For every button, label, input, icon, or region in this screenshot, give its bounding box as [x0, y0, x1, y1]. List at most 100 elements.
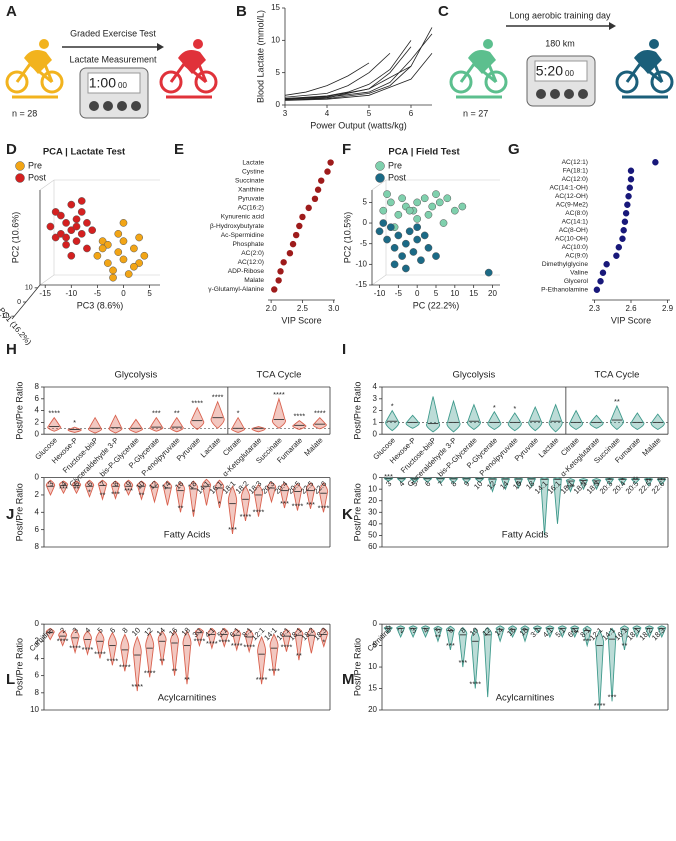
significance: **: [100, 490, 106, 499]
y-axis-label: Post/Pre Ratio: [352, 382, 362, 440]
y-tick-label: 3: [373, 394, 378, 403]
timer-button: [103, 101, 113, 111]
chart-title: PCA | Lactate Test: [43, 147, 126, 158]
cyclist-icon: [449, 70, 473, 94]
point: [417, 256, 425, 265]
panel-label: M: [342, 671, 355, 688]
cyclist-icon: [24, 50, 52, 74]
cyclist-icon: [634, 50, 662, 74]
x-tick-label: 0: [121, 289, 126, 298]
panel-label: L: [6, 671, 15, 688]
dot: [621, 218, 629, 225]
x-tick-label: 2.9: [662, 304, 674, 313]
timer-button: [550, 89, 560, 99]
timer-button: [536, 89, 546, 99]
significance: *: [493, 403, 496, 412]
dot: [622, 210, 630, 217]
y-tick-label: 4: [373, 382, 378, 391]
dot: [615, 244, 623, 251]
cyclist-icon: [615, 70, 639, 94]
violin: [483, 626, 493, 698]
point: [394, 231, 403, 240]
x-tick-label: -10: [374, 289, 386, 298]
point: [62, 219, 70, 227]
violin: [214, 479, 225, 509]
significance: ***: [384, 472, 393, 481]
violin: [306, 627, 316, 654]
violin: [70, 628, 80, 655]
violin: [318, 482, 329, 513]
significance: ****: [281, 643, 293, 652]
panel-label: I: [342, 341, 346, 358]
violin: [108, 414, 123, 434]
violin: [219, 627, 229, 648]
violin: [175, 481, 186, 513]
significance: ****: [119, 662, 131, 671]
category-label: AC(12-OH): [555, 193, 588, 200]
timer-button: [578, 89, 588, 99]
x-tick-label: 7: [98, 479, 107, 488]
dot: [613, 252, 620, 259]
panel-label: A: [6, 3, 17, 20]
significance: ***: [306, 500, 315, 509]
significance: **: [159, 656, 165, 665]
significance: **: [74, 484, 80, 493]
panel-label: J: [6, 506, 14, 523]
significance: ****: [253, 508, 265, 517]
timer-button: [89, 101, 99, 111]
violin: [312, 417, 327, 430]
x-tick-label: 5: [147, 289, 152, 298]
violin: [458, 626, 468, 668]
chart-title: PCA | Field Test: [388, 147, 460, 158]
significance: ***: [280, 499, 289, 508]
timer-small: 00: [565, 69, 574, 78]
cyclist-icon: [40, 70, 64, 94]
significance: **: [594, 480, 600, 489]
violin: [107, 631, 117, 666]
timer-button: [564, 89, 574, 99]
violin: [426, 396, 441, 433]
violin: [292, 483, 303, 511]
point: [62, 240, 70, 249]
x-axis-label: Power Output (watts/kg): [310, 120, 407, 130]
category-label: AC(12:0): [562, 176, 588, 183]
dot: [292, 231, 300, 239]
y-tick-label: 0: [363, 218, 368, 227]
point: [390, 243, 399, 252]
category-label: AC(8:0): [565, 210, 588, 217]
y-tick-label: 50: [368, 531, 377, 540]
category-label: AC(12:1): [562, 159, 588, 166]
point: [124, 270, 133, 278]
category-label: Succinate: [235, 177, 264, 184]
y-tick-label: 10: [368, 484, 377, 493]
violin: [227, 485, 238, 535]
x-tick-label: 12: [142, 626, 154, 638]
dot: [289, 240, 297, 248]
point: [119, 255, 128, 264]
panel-label: K: [342, 506, 353, 523]
x-axis-label: PC3 (8.6%): [77, 300, 124, 310]
dot: [327, 159, 334, 166]
point: [114, 229, 123, 238]
point: [72, 215, 81, 224]
category-label: AC(9-Me2): [556, 202, 588, 209]
x-tick-label: 6: [108, 626, 117, 635]
y-tick-label: 1: [373, 418, 378, 427]
violin: [630, 412, 645, 430]
y-tick-label: 2: [35, 636, 40, 645]
violin: [445, 625, 455, 650]
arrow: [157, 43, 164, 51]
violin: [58, 480, 69, 495]
y-tick-label: 40: [368, 519, 377, 528]
significance: ****: [240, 512, 252, 521]
category-label: γ-Glutamyl-Alanine: [208, 286, 264, 293]
y-tick-label: 15: [271, 3, 280, 12]
x-tick-label: -5: [94, 289, 102, 298]
y-tick-label: 60: [368, 542, 377, 551]
point: [390, 260, 399, 269]
legend-marker: [375, 161, 385, 171]
significance: ***: [583, 637, 592, 646]
violin: [207, 627, 217, 650]
category-label: P-Ethanolamine: [541, 287, 588, 294]
violin: [470, 627, 480, 689]
